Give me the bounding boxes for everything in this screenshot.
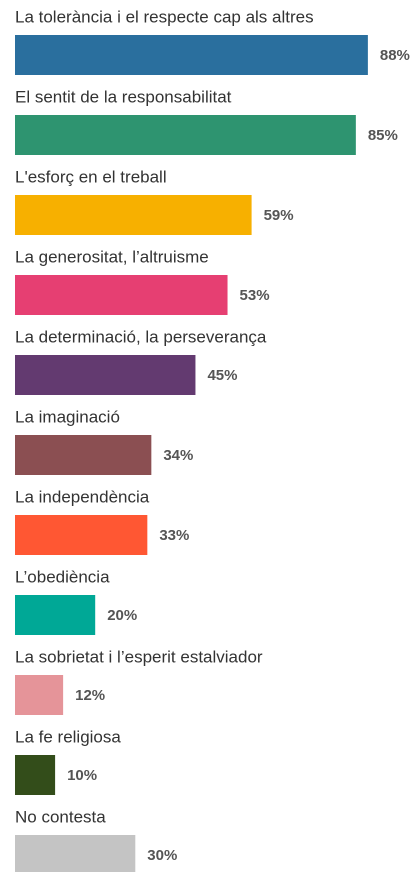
bar: [15, 755, 56, 795]
bar: [15, 435, 152, 475]
value-label: 88%: [380, 47, 410, 64]
category-label: La independència: [15, 487, 150, 506]
category-label: La imaginació: [15, 407, 120, 426]
category-label: L'esforç en el treball: [15, 167, 167, 186]
value-label: 12%: [75, 687, 105, 704]
value-label: 34%: [163, 447, 193, 464]
category-label: La determinació, la perseverança: [15, 327, 267, 346]
value-label: 20%: [107, 607, 137, 624]
bar: [15, 835, 136, 872]
value-label: 45%: [207, 367, 237, 384]
bar: [15, 595, 96, 635]
category-label: No contesta: [15, 807, 106, 826]
category-label: L’obediència: [15, 567, 110, 586]
value-label: 59%: [264, 207, 294, 224]
category-label: El sentit de la responsabilitat: [15, 87, 232, 106]
value-label: 30%: [147, 847, 177, 864]
category-label: La generositat, l’altruisme: [15, 247, 209, 266]
value-label: 85%: [368, 127, 398, 144]
value-label: 53%: [240, 287, 270, 304]
bar: [15, 515, 148, 555]
category-label: La fe religiosa: [15, 727, 121, 746]
bar: [15, 115, 356, 155]
value-label: 10%: [67, 767, 97, 784]
bar: [15, 195, 252, 235]
category-label: La tolerància i el respecte cap als altr…: [15, 7, 314, 26]
category-label: La sobrietat i l’esperit estalviador: [15, 647, 263, 666]
bar: [15, 275, 228, 315]
bar: [15, 355, 196, 395]
bar: [15, 675, 64, 715]
value-label: 33%: [159, 527, 189, 544]
bar: [15, 35, 368, 75]
